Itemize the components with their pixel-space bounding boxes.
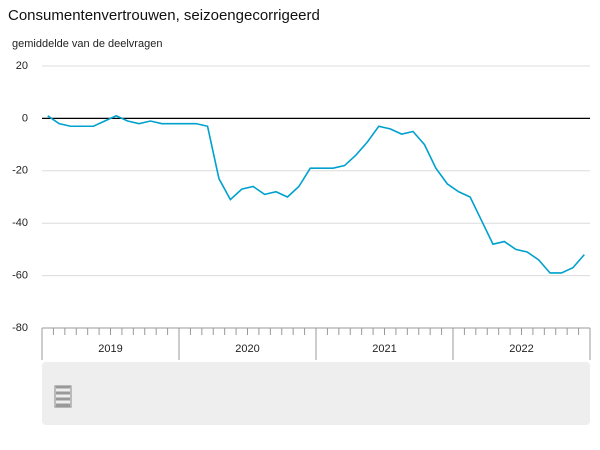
- x-group-label: 2022: [509, 343, 533, 355]
- logo-stripes: [56, 385, 70, 407]
- cbs-logo: [54, 385, 72, 408]
- y-tick-label: -20: [12, 165, 28, 177]
- logo-frame: [54, 385, 72, 408]
- x-group-label: 2019: [98, 343, 122, 355]
- x-group-label: 2020: [235, 343, 259, 355]
- y-tick-label: -60: [12, 270, 28, 282]
- chart-title: Consumentenvertrouwen, seizoengecorrigee…: [8, 7, 320, 24]
- data-line: [47, 114, 585, 274]
- footer-panel: [42, 362, 590, 425]
- y-tick-label: -40: [12, 217, 28, 229]
- y-tick-label: 20: [16, 60, 28, 72]
- y-tick-label: 0: [22, 112, 28, 124]
- y-tick-label: -80: [12, 322, 28, 334]
- y-axis-label: gemiddelde van de deelvragen: [12, 38, 162, 50]
- x-group-label: 2021: [372, 343, 396, 355]
